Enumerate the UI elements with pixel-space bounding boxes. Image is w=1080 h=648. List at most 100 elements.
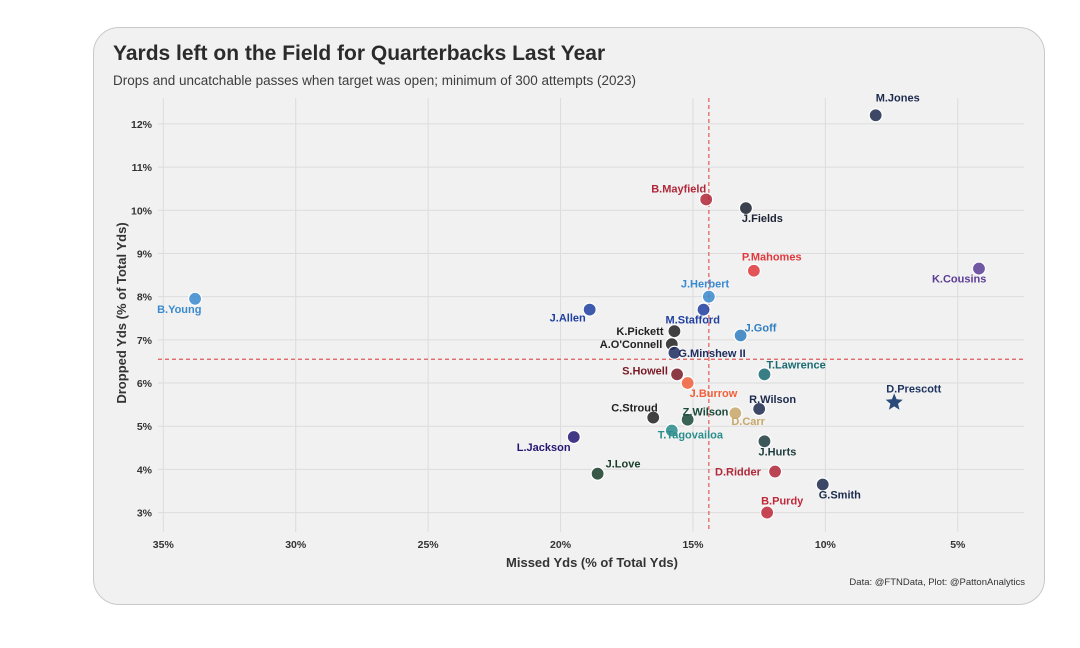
qb-label: D.Ridder <box>715 467 762 479</box>
x-tick-label: 25% <box>418 539 440 551</box>
data-point-group: J.Hurts <box>757 434 796 458</box>
qb-marker <box>664 423 679 438</box>
qb-label: L.Jackson <box>517 442 571 454</box>
qb-marker <box>885 393 903 410</box>
data-points: M.Jones B.Mayfield J.Fields P.Mahomes K.Cous… <box>157 92 987 520</box>
qb-marker <box>680 412 695 427</box>
qb-label: G.Smith <box>819 489 861 501</box>
qb-label: J.Goff <box>745 323 777 335</box>
data-point-group: J.Allen <box>550 302 597 325</box>
data-point-group: J.Fields <box>738 201 783 225</box>
qb-label: J.Burrow <box>690 388 738 400</box>
qb-marker <box>187 291 203 306</box>
qb-label: M.Stafford <box>666 315 720 327</box>
data-point-group: G.Smith <box>815 477 861 501</box>
y-tick-label: 4% <box>137 464 153 476</box>
data-point-group: J.Love <box>590 459 640 481</box>
qb-label: T.Lawrence <box>766 359 825 371</box>
data-point-group: M.Stafford <box>666 302 720 327</box>
x-tick-label: 35% <box>153 539 175 551</box>
qb-marker <box>733 328 748 343</box>
data-credit: Data: @FTNData, Plot: @PattonAnalytics <box>849 577 1025 588</box>
qb-label: S.Howell <box>622 365 668 377</box>
qb-label: M.Jones <box>876 92 920 104</box>
qb-marker <box>582 302 597 317</box>
qb-marker <box>699 192 714 207</box>
y-tick-label: 12% <box>131 119 153 131</box>
qb-label: J.Allen <box>550 313 586 325</box>
y-tick-label: 6% <box>137 378 153 390</box>
qb-marker <box>738 201 754 216</box>
data-point-group: P.Mahomes <box>742 252 802 278</box>
reference-lines <box>158 98 1024 532</box>
y-tick-label: 7% <box>137 335 153 347</box>
x-axis-ticks: 35% 30% 25% 20% 15% 10% 5% <box>153 539 966 551</box>
x-tick-label: 5% <box>950 539 966 551</box>
qb-marker <box>767 464 783 479</box>
y-tick-label: 3% <box>137 508 153 520</box>
y-axis-ticks: 3% 4% 5% 6% 7% 8% 9% 10% 11% 12% <box>131 119 153 520</box>
data-point-group: T.Lawrence <box>757 359 826 382</box>
qb-label: D.Prescott <box>886 383 941 395</box>
qb-marker <box>667 345 682 360</box>
data-point-group: B.Mayfield <box>651 183 714 207</box>
data-point-group: K.Pickett <box>616 324 682 339</box>
qb-marker <box>971 261 987 276</box>
qb-marker <box>752 401 767 417</box>
qb-marker <box>760 505 775 520</box>
data-point-group: D.Carr <box>728 406 766 428</box>
x-tick-label: 20% <box>550 539 572 551</box>
data-point-group: J.Burrow <box>680 375 738 400</box>
qb-marker <box>728 406 743 421</box>
x-axis-title: Missed Yds (% of Total Yds) <box>506 555 678 570</box>
qb-label: B.Young <box>157 304 201 316</box>
chart-subtitle: Drops and uncatchable passes when target… <box>113 73 637 88</box>
y-tick-label: 10% <box>131 205 153 217</box>
data-point-group: M.Jones <box>868 92 920 123</box>
qb-label: K.Cousins <box>932 274 986 286</box>
data-point-group: R.Wilson <box>749 394 796 417</box>
qb-marker <box>701 289 716 304</box>
qb-label: D.Carr <box>731 416 765 428</box>
data-point-group: B.Purdy <box>760 496 804 520</box>
qb-label: G.Minshew II <box>678 348 745 360</box>
data-point-group: J.Herbert <box>681 279 730 304</box>
qb-marker <box>669 367 685 382</box>
x-tick-label: 10% <box>815 539 837 551</box>
qb-marker <box>696 302 711 317</box>
qb-marker <box>590 466 605 481</box>
data-point-group: G.Minshew II <box>667 345 746 360</box>
qb-marker <box>757 434 772 449</box>
qb-marker <box>646 410 661 425</box>
qb-label: T.Tagovailoa <box>658 430 724 442</box>
data-point-group: D.Prescott <box>885 383 942 410</box>
qb-marker <box>757 367 772 382</box>
data-point-group: J.Goff <box>733 323 777 343</box>
qb-label: A.O'Connell <box>600 339 663 351</box>
qb-marker <box>566 429 581 445</box>
y-tick-label: 9% <box>137 248 153 260</box>
chart-card <box>93 27 1045 605</box>
qb-marker <box>868 108 883 123</box>
qb-label: B.Mayfield <box>651 183 706 195</box>
y-tick-label: 11% <box>132 162 153 174</box>
qb-label: K.Pickett <box>616 326 663 338</box>
x-tick-label: 30% <box>285 539 307 551</box>
qb-label: B.Purdy <box>761 496 804 508</box>
data-point-group: B.Young <box>157 291 203 316</box>
qb-label: Z.Wilson <box>683 407 729 419</box>
data-point-group: L.Jackson <box>517 429 581 454</box>
data-point-group: K.Cousins <box>932 261 987 286</box>
data-point-group: C.Stroud <box>611 403 661 425</box>
qb-marker <box>667 324 682 339</box>
qb-label: P.Mahomes <box>742 252 802 264</box>
qb-marker <box>746 263 761 278</box>
qb-marker <box>680 375 695 391</box>
y-tick-label: 5% <box>137 421 153 433</box>
x-tick-label: 15% <box>682 539 704 551</box>
y-tick-label: 8% <box>137 292 153 304</box>
qb-label: C.Stroud <box>611 403 657 415</box>
data-point-group: Z.Wilson <box>680 407 729 427</box>
qb-label: J.Herbert <box>681 279 730 291</box>
